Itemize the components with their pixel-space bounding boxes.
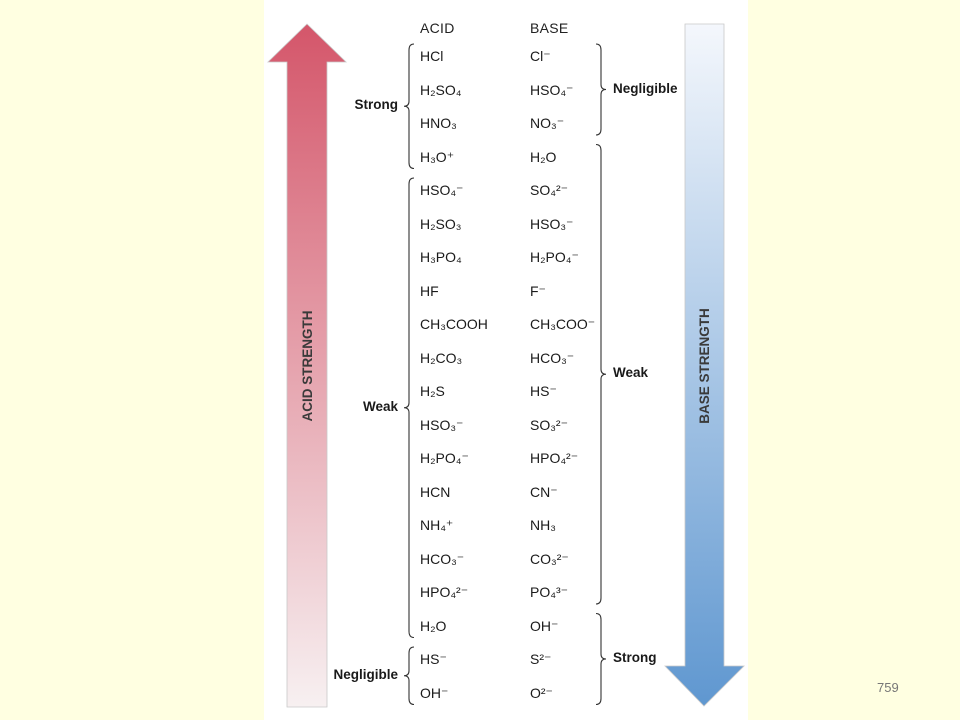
base-formula: CH₃COO⁻ [530,316,596,332]
acid-formula: HCO₃⁻ [420,550,465,567]
base-formula: SO₃²⁻ [530,416,568,433]
base-formula: CN⁻ [530,483,558,500]
acid-formula: H₂O [420,617,447,634]
acid-column-header: ACID [420,20,455,36]
base-group-label: Negligible [613,80,678,96]
acid-formula: OH⁻ [420,684,449,701]
base-formula: HSO₄⁻ [530,81,574,98]
acid-group-label: Strong [354,97,399,113]
base-formula: OH⁻ [530,617,559,634]
acid-formula: CH₃COOH [420,316,488,332]
acid-group-brace [403,646,415,706]
base-group-label: Strong [613,650,657,665]
base-formula: SO₄²⁻ [530,182,568,198]
base-formula: Cl⁻ [530,48,551,64]
acid-strength-arrow [267,23,347,708]
base-strength-label: BASE STRENGTH [697,308,712,424]
acid-formula: HPO₄²⁻ [420,584,469,600]
acid-formula: H₃O⁺ [420,148,455,165]
acid-formula: HSO₄⁻ [420,182,464,198]
acid-group-label: Negligible [333,666,398,682]
acid-formula: H₃PO₄ [420,249,462,265]
acid-group-brace [403,177,415,639]
base-group-brace [595,143,607,605]
figure-panel [264,0,748,720]
page-number: 759 [877,680,899,695]
acid-formula: H₂SO₃ [420,215,462,232]
acid-formula: H₂PO₄⁻ [420,450,469,466]
acid-group-label: Weak [362,398,398,414]
acid-group-brace [403,43,415,170]
acid-formula: HNO₃ [420,115,457,131]
acid-strength-label: ACID STRENGTH [300,311,315,422]
acid-formula: H₂SO₄ [420,81,462,98]
base-formula: S²⁻ [530,651,552,667]
acid-formula: HSO₃⁻ [420,416,464,433]
acid-formula: HCl [420,48,444,64]
base-formula: HPO₄²⁻ [530,450,579,466]
base-group-brace [595,43,607,136]
base-formula: HS⁻ [530,383,557,399]
base-formula: NH₃ [530,517,556,533]
acid-formula: NH₄⁺ [420,517,454,533]
base-formula: O²⁻ [530,684,553,701]
acid-formula: HF [420,282,439,299]
base-group-label: Weak [613,365,649,381]
base-formula: CO₃²⁻ [530,550,569,567]
base-group-brace [595,612,607,706]
base-formula: HCO₃⁻ [530,349,575,366]
base-column-header: BASE [530,20,569,36]
base-formula: H₂PO₄⁻ [530,249,579,265]
base-formula: H₂O [530,148,557,165]
base-formula: PO₄³⁻ [530,584,568,600]
acid-formula: H₂S [420,383,445,399]
base-formula: HSO₃⁻ [530,215,574,232]
acid-formula: H₂CO₃ [420,349,463,366]
base-strength-arrow [664,23,745,707]
acid-formula: HS⁻ [420,651,447,667]
base-formula: F⁻ [530,282,546,299]
acid-formula: HCN [420,483,451,500]
base-formula: NO₃⁻ [530,115,565,131]
